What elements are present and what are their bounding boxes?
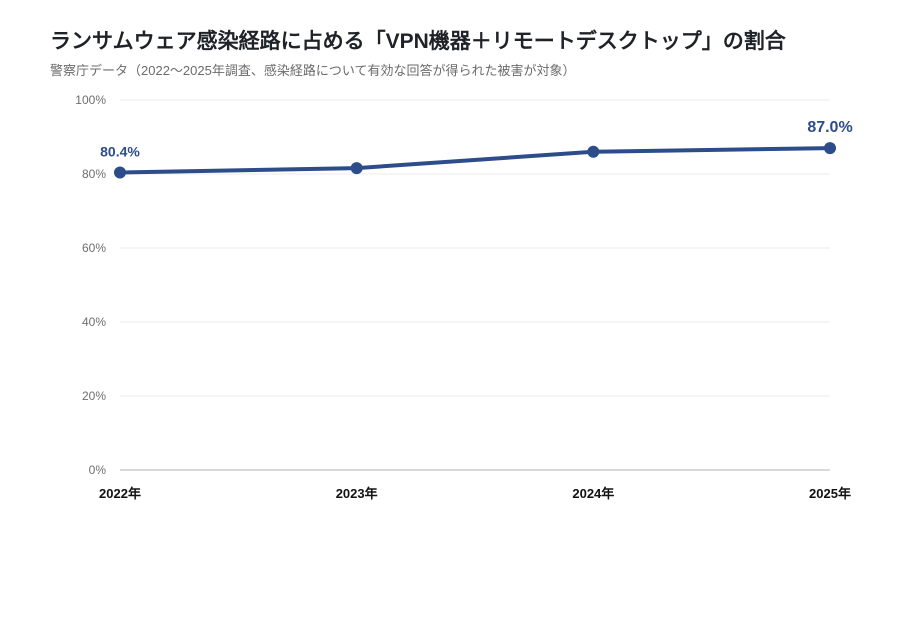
- series-line: [118, 146, 832, 175]
- data-point: [114, 166, 126, 179]
- data-labels: 80.4% 87.0%: [100, 119, 853, 159]
- y-tick-label: 80%: [82, 167, 106, 181]
- y-tick-label: 0%: [89, 463, 107, 477]
- chart-title: ランサムウェア感染経路に占める「VPN機器＋リモートデスクトップ」の割合: [50, 30, 786, 53]
- x-axis: 2022年 2023年 2024年 2025年: [99, 486, 851, 501]
- x-tick-label: 2024年: [572, 486, 614, 501]
- data-point: [824, 142, 836, 155]
- y-tick-label: 40%: [82, 315, 106, 329]
- gridlines: [120, 99, 830, 471]
- x-tick-label: 2025年: [809, 486, 851, 501]
- y-tick-label: 100%: [75, 93, 106, 107]
- y-axis: 0% 20% 40% 60% 80% 100%: [75, 93, 106, 477]
- y-tick-label: 60%: [82, 241, 106, 255]
- data-point: [587, 145, 600, 158]
- x-tick-label: 2023年: [336, 486, 378, 501]
- data-label: 87.0%: [807, 119, 852, 136]
- data-point: [350, 162, 363, 175]
- series: [114, 142, 836, 179]
- chart-subtitle: 警察庁データ（2022〜2025年調査、感染経路について有効な回答が得られた被害…: [50, 63, 576, 78]
- y-tick-label: 20%: [82, 389, 106, 403]
- x-tick-label: 2022年: [99, 486, 141, 501]
- data-label: 80.4%: [100, 144, 140, 160]
